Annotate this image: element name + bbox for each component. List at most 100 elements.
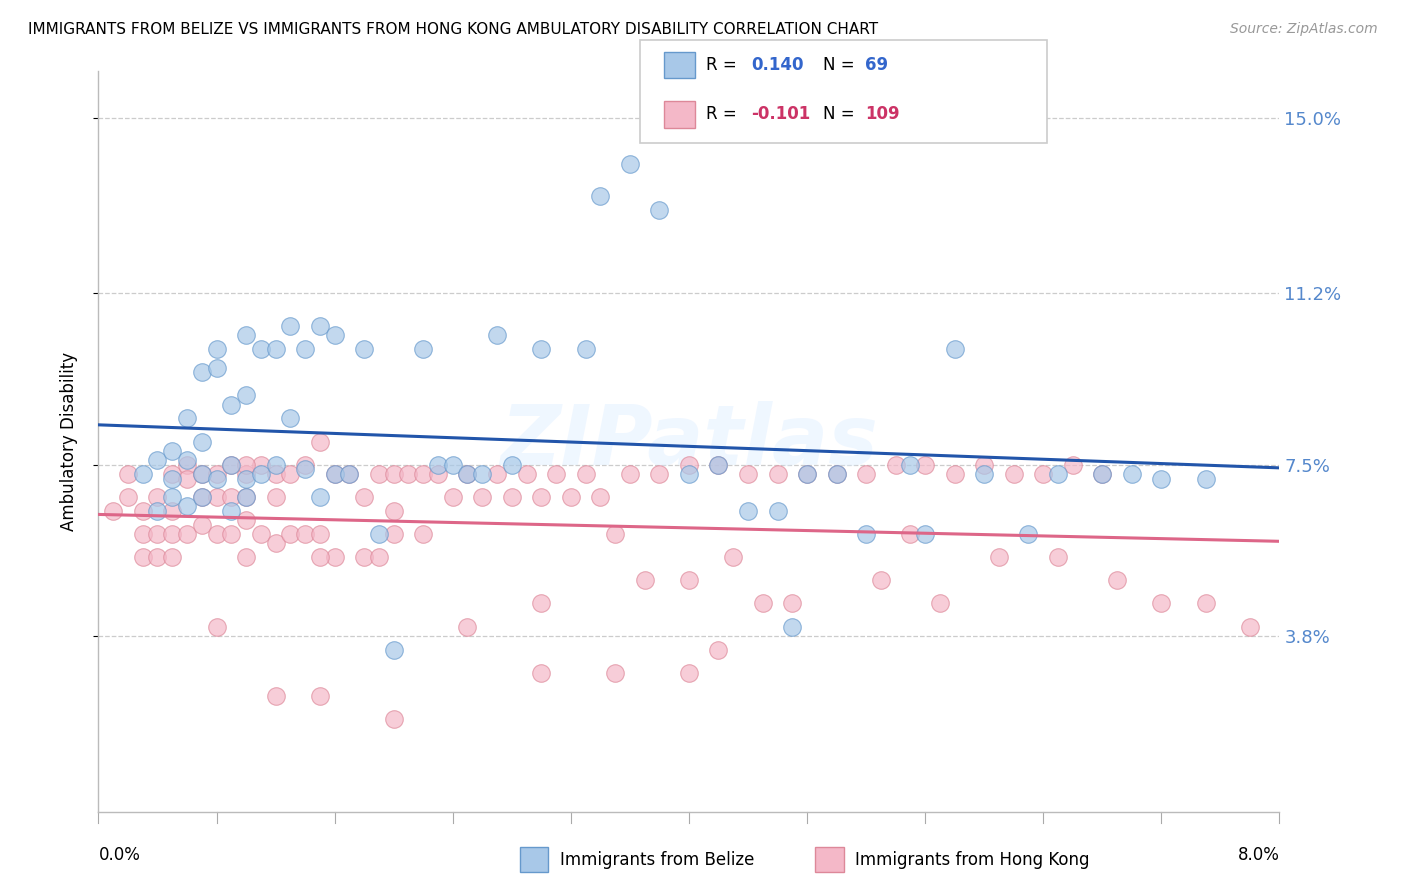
Point bbox=[530, 665, 553, 680]
Point bbox=[589, 490, 612, 504]
Point bbox=[368, 467, 391, 481]
Point bbox=[339, 467, 361, 481]
Point bbox=[117, 490, 139, 504]
Point bbox=[309, 550, 332, 565]
Point bbox=[176, 527, 198, 541]
Point bbox=[988, 550, 1011, 565]
Point bbox=[205, 472, 228, 486]
Text: ZIPatlas: ZIPatlas bbox=[501, 401, 877, 482]
Point bbox=[146, 453, 169, 467]
Point bbox=[516, 467, 538, 481]
Point bbox=[1239, 619, 1261, 633]
Point bbox=[1091, 467, 1114, 481]
Point bbox=[353, 342, 375, 356]
Point bbox=[382, 504, 405, 518]
Point bbox=[235, 467, 257, 481]
Point bbox=[323, 328, 346, 343]
Text: Source: ZipAtlas.com: Source: ZipAtlas.com bbox=[1230, 22, 1378, 37]
Point bbox=[825, 467, 848, 481]
Point bbox=[294, 462, 316, 476]
Point bbox=[264, 467, 287, 481]
Point bbox=[250, 342, 273, 356]
Point bbox=[648, 203, 671, 218]
Point bbox=[589, 189, 612, 203]
Point bbox=[1150, 597, 1173, 611]
Text: Immigrants from Hong Kong: Immigrants from Hong Kong bbox=[855, 851, 1090, 869]
Point bbox=[855, 467, 877, 481]
Point bbox=[752, 597, 775, 611]
Point bbox=[619, 157, 641, 171]
Point bbox=[205, 342, 228, 356]
Point bbox=[309, 527, 332, 541]
Text: 0.140: 0.140 bbox=[751, 56, 803, 74]
Point bbox=[427, 458, 450, 472]
Point bbox=[678, 665, 700, 680]
Point bbox=[678, 467, 700, 481]
Point bbox=[353, 550, 375, 565]
Point bbox=[176, 411, 198, 425]
Point bbox=[205, 619, 228, 633]
Point bbox=[441, 458, 464, 472]
Point bbox=[205, 467, 228, 481]
Point bbox=[309, 434, 332, 449]
Point bbox=[221, 458, 243, 472]
Point bbox=[235, 490, 257, 504]
Point bbox=[294, 527, 316, 541]
Point bbox=[1046, 467, 1070, 481]
Point bbox=[884, 458, 907, 472]
Point bbox=[132, 467, 155, 481]
Point bbox=[855, 527, 877, 541]
Text: IMMIGRANTS FROM BELIZE VS IMMIGRANTS FROM HONG KONG AMBULATORY DISABILITY CORREL: IMMIGRANTS FROM BELIZE VS IMMIGRANTS FRO… bbox=[28, 22, 879, 37]
Point bbox=[162, 504, 183, 518]
Point bbox=[162, 490, 183, 504]
Point bbox=[191, 434, 214, 449]
Point bbox=[412, 527, 434, 541]
Point bbox=[1032, 467, 1054, 481]
Point bbox=[678, 574, 700, 588]
Y-axis label: Ambulatory Disability: Ambulatory Disability bbox=[59, 352, 77, 531]
Point bbox=[323, 550, 346, 565]
Point bbox=[782, 619, 804, 633]
Point bbox=[162, 527, 183, 541]
Point bbox=[191, 365, 214, 379]
Point bbox=[309, 318, 332, 333]
Point bbox=[146, 550, 169, 565]
Text: R =: R = bbox=[706, 56, 742, 74]
Point bbox=[486, 328, 509, 343]
Point bbox=[117, 467, 139, 481]
Point bbox=[501, 458, 523, 472]
Point bbox=[605, 527, 627, 541]
Point bbox=[1018, 527, 1040, 541]
Point bbox=[382, 467, 405, 481]
Point bbox=[796, 467, 818, 481]
Text: N =: N = bbox=[823, 105, 859, 123]
Point bbox=[146, 490, 169, 504]
Point bbox=[766, 504, 789, 518]
Point bbox=[1195, 472, 1218, 486]
Point bbox=[250, 458, 273, 472]
Point bbox=[457, 467, 479, 481]
Point bbox=[368, 550, 391, 565]
Point bbox=[530, 597, 553, 611]
Point bbox=[560, 490, 582, 504]
Point bbox=[648, 467, 671, 481]
Point bbox=[1121, 467, 1143, 481]
Text: 0.0%: 0.0% bbox=[98, 847, 141, 864]
Point bbox=[398, 467, 420, 481]
Point bbox=[250, 527, 273, 541]
Point bbox=[605, 665, 627, 680]
Point bbox=[929, 597, 952, 611]
Point bbox=[707, 458, 730, 472]
Point bbox=[221, 504, 243, 518]
Point bbox=[900, 527, 922, 541]
Point bbox=[162, 467, 183, 481]
Point bbox=[1107, 574, 1129, 588]
Point bbox=[471, 467, 494, 481]
Point bbox=[280, 318, 302, 333]
Text: 8.0%: 8.0% bbox=[1237, 847, 1279, 864]
Point bbox=[943, 467, 966, 481]
Point bbox=[221, 458, 243, 472]
Point bbox=[737, 504, 759, 518]
Point bbox=[162, 550, 183, 565]
Point bbox=[235, 328, 257, 343]
